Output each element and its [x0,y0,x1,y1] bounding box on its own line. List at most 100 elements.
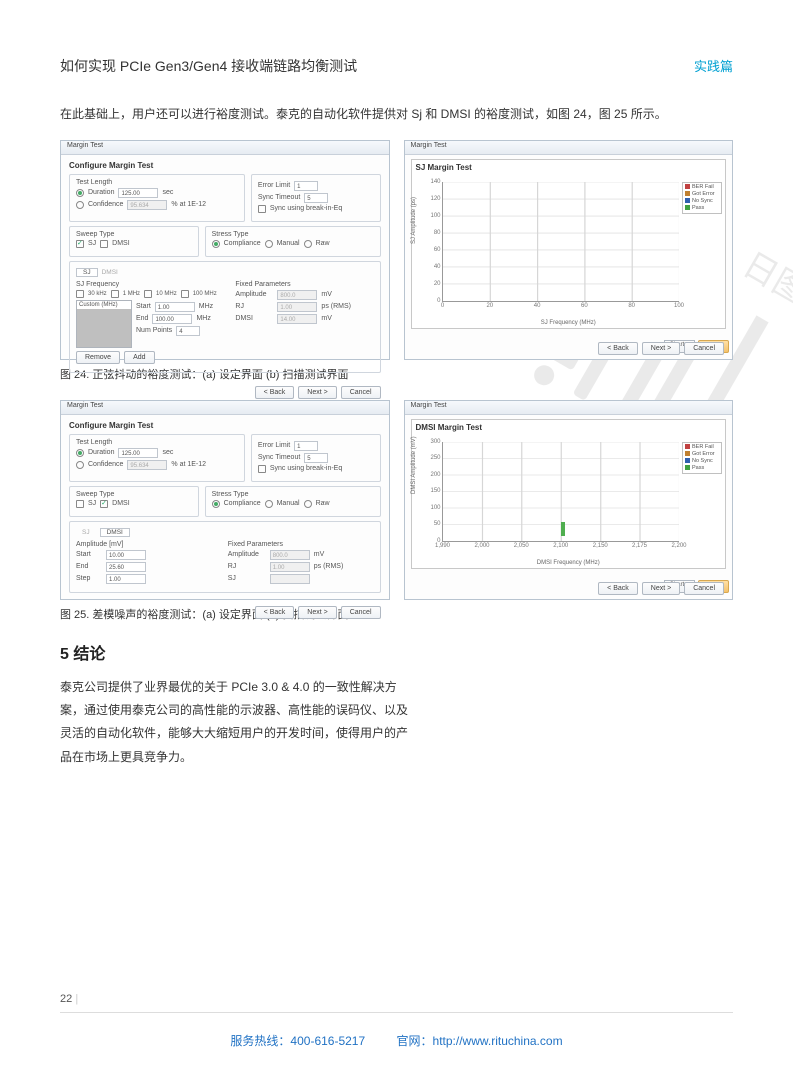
xtick: 100 [674,303,684,309]
freq-100m-check[interactable] [181,290,189,298]
back-button[interactable]: < Back [255,606,295,619]
xtick: 1,990 [435,543,450,549]
dmsi-field-label: DMSI [235,315,273,322]
end-mv-input[interactable]: 25.60 [106,562,146,572]
sync-timeout-input[interactable]: 5 [304,453,328,463]
xtick: 2,100 [553,543,568,549]
compliance-radio[interactable] [212,240,220,248]
sync-break-check[interactable] [258,205,266,213]
duration-radio[interactable] [76,189,84,197]
back-button[interactable]: < Back [598,342,638,355]
dmsi-tab[interactable]: DMSI [102,269,118,276]
dmsi-tab[interactable]: DMSI [100,528,130,537]
config-title: Configure Margin Test [69,161,381,170]
compliance-label: Compliance [224,240,261,247]
ytick: 100 [430,505,440,511]
intro-paragraph: 在此基础上，用户还可以进行裕度测试。泰克的自动化软件提供对 Sj 和 DMSI … [60,104,733,126]
xtick: 60 [581,303,588,309]
duration-radio[interactable] [76,449,84,457]
add-button[interactable]: Add [124,351,154,364]
raw-label: Raw [316,500,330,507]
compliance-radio[interactable] [212,500,220,508]
legend-berfail: BER Fail [692,184,714,190]
test-length-label: Test Length [76,179,238,186]
rj-input[interactable]: 1.00 [270,562,310,572]
conclusion-body: 泰克公司提供了业界最优的关于 PCIe 3.0 & 4.0 的一致性解决方案，通… [60,676,410,770]
compliance-label: Compliance [224,500,261,507]
rj-label: RJ [235,303,273,310]
custom-list[interactable]: Custom (MHz) [76,300,132,348]
cancel-button[interactable]: Cancel [684,342,724,355]
dmsi-check[interactable] [100,240,108,248]
sj-tab[interactable]: SJ [76,268,98,277]
remove-button[interactable]: Remove [76,351,120,364]
sj-tab[interactable]: SJ [76,529,96,536]
raw-radio[interactable] [304,500,312,508]
start-mv-input[interactable]: 10.00 [106,550,146,560]
error-limit-input[interactable]: 1 [294,441,318,451]
mv-unit: mV [314,551,325,558]
sync-timeout-input[interactable]: 5 [304,193,328,203]
legend-pass: Pass [692,205,704,211]
sj-input[interactable] [270,574,310,584]
site-label: 官网： [397,1034,433,1048]
next-button[interactable]: Next > [298,606,336,619]
freq-1m: 1 MHz [123,291,140,297]
xtick: 2,050 [514,543,529,549]
sj-check[interactable] [76,500,84,508]
freq-1m-check[interactable] [111,290,119,298]
duration-input[interactable]: 125.00 [118,448,158,458]
end-input[interactable]: 100.00 [152,314,192,324]
amp-input[interactable]: 800.0 [277,290,317,300]
ytick: 20 [434,281,441,287]
sj-check[interactable] [76,240,84,248]
raw-radio[interactable] [304,240,312,248]
back-button[interactable]: < Back [255,386,295,399]
next-button[interactable]: Next > [642,582,680,595]
window-titlebar: Margin Test [61,141,389,155]
confidence-radio[interactable] [76,461,84,469]
pass-datapoint [561,522,565,532]
next-button[interactable]: Next > [298,386,336,399]
figure-25-row: Margin Test Configure Margin Test Test L… [60,400,733,600]
confidence-unit: % at 1E-12 [171,201,206,208]
cancel-button[interactable]: Cancel [341,606,381,619]
ytick: 100 [430,213,440,219]
page-footer: 服务热线：400-616-5217 官网：http://www.rituchin… [0,1032,793,1049]
footer-rule [60,1012,733,1013]
sync-break-check[interactable] [258,465,266,473]
back-button[interactable]: < Back [598,582,638,595]
ytick: 250 [430,455,440,461]
step-label: Step [76,575,102,582]
next-button[interactable]: Next > [642,342,680,355]
freq-30k-check[interactable] [76,290,84,298]
sweep-type-label: Sweep Type [76,491,192,498]
legend-nosync: No Sync [692,458,713,464]
mv-unit2: mV [321,315,332,322]
start-input[interactable]: 1.00 [155,302,195,312]
sj-freq-label: SJ Frequency [76,281,229,288]
cancel-button[interactable]: Cancel [684,582,724,595]
amp-input[interactable]: 800.0 [270,550,310,560]
sweep-type-label: Sweep Type [76,231,192,238]
legend-pass: Pass [692,465,704,471]
confidence-unit: % at 1E-12 [171,461,206,468]
dmsi-check[interactable] [100,500,108,508]
dmsi-input[interactable]: 14.00 [277,314,317,324]
duration-input[interactable]: 125.00 [118,188,158,198]
numpoints-input[interactable]: 4 [176,326,200,336]
step-input[interactable]: 1.00 [106,574,146,584]
manual-radio[interactable] [265,240,273,248]
confidence-radio[interactable] [76,201,84,209]
amp-label: Amplitude [235,291,273,298]
site-link[interactable]: http://www.rituchina.com [433,1034,563,1048]
cancel-button[interactable]: Cancel [341,386,381,399]
legend-goterror: Got Error [692,451,715,457]
freq-10m-check[interactable] [144,290,152,298]
confidence-input[interactable]: 95.634 [127,460,167,470]
confidence-input[interactable]: 95.634 [127,200,167,210]
rj-input[interactable]: 1.00 [277,302,317,312]
amp-label: Amplitude [228,551,266,558]
manual-radio[interactable] [265,500,273,508]
error-limit-input[interactable]: 1 [294,181,318,191]
